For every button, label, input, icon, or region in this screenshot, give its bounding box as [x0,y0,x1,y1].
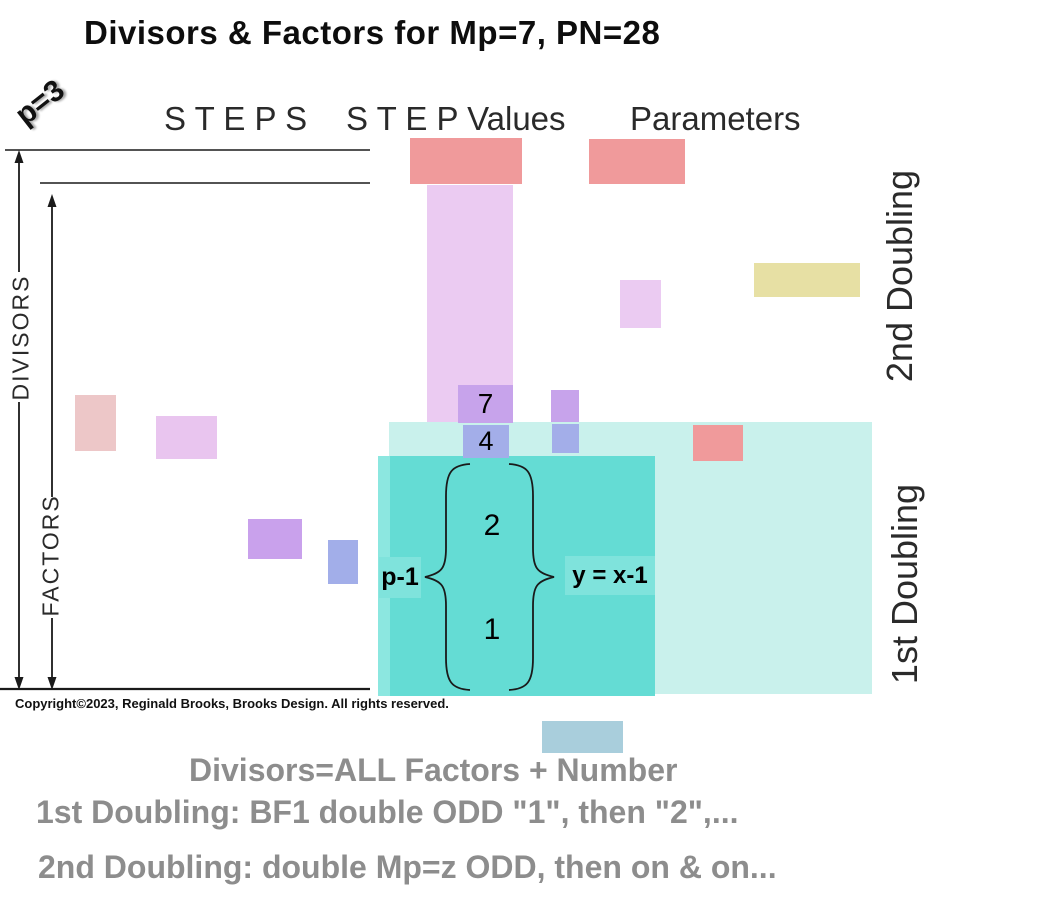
value-1-label: 1 [483,613,501,646]
legend-line-2nd-doubling: 2nd Doubling: double Mp=z ODD, then on &… [38,849,777,885]
left-brace [424,463,471,691]
divisors-axis-label: DIVISORS [7,274,34,401]
legend-line-divisors: Divisors=ALL Factors + Number [189,752,678,788]
khaki-block [754,263,860,297]
left-blue-block [328,540,358,584]
right-brace [508,463,555,691]
left-pink-block [75,395,116,451]
value-4-label: 4 [478,426,494,456]
factors-axis-label: FACTORS [37,494,64,617]
y-equals-x-minus-1-formula: y = x-1 [565,556,655,595]
small-blue-block [552,424,579,453]
seven-block [458,385,513,423]
small-purple-block [551,390,579,422]
left-lavender-block [156,416,217,459]
copyright-notice: Copyright©2023, Reginald Brooks, Brooks … [15,696,449,711]
column-header-step-values: S T E P Values [346,100,566,137]
band-salmon-block [693,425,743,461]
value-7-label: 7 [477,388,494,419]
value-2-label: 2 [483,509,501,542]
divisors-arrow [14,150,24,690]
left-purple-block [248,519,302,559]
legend-blue-block [542,721,623,753]
p-minus-1-formula: p-1 [379,557,421,598]
mid-lavender-block [620,280,661,328]
first-doubling-label: 1st Doubling [884,483,925,685]
factors-arrow [47,194,57,690]
four-block [463,425,509,458]
step-value-bar-salmon [410,138,522,184]
parameter-bar-salmon [589,139,685,184]
page-title: Divisors & Factors for Mp=7, PN=28 [84,14,661,51]
second-doubling-label: 2nd Doubling [879,169,920,383]
tall-lavender-bar [427,185,513,423]
legend-line-1st-doubling: 1st Doubling: BF1 double ODD "1", then "… [36,794,739,830]
header-rule-lines [5,149,370,184]
column-header-steps: S T E P S [164,100,308,137]
column-header-parameters: Parameters [630,100,801,137]
